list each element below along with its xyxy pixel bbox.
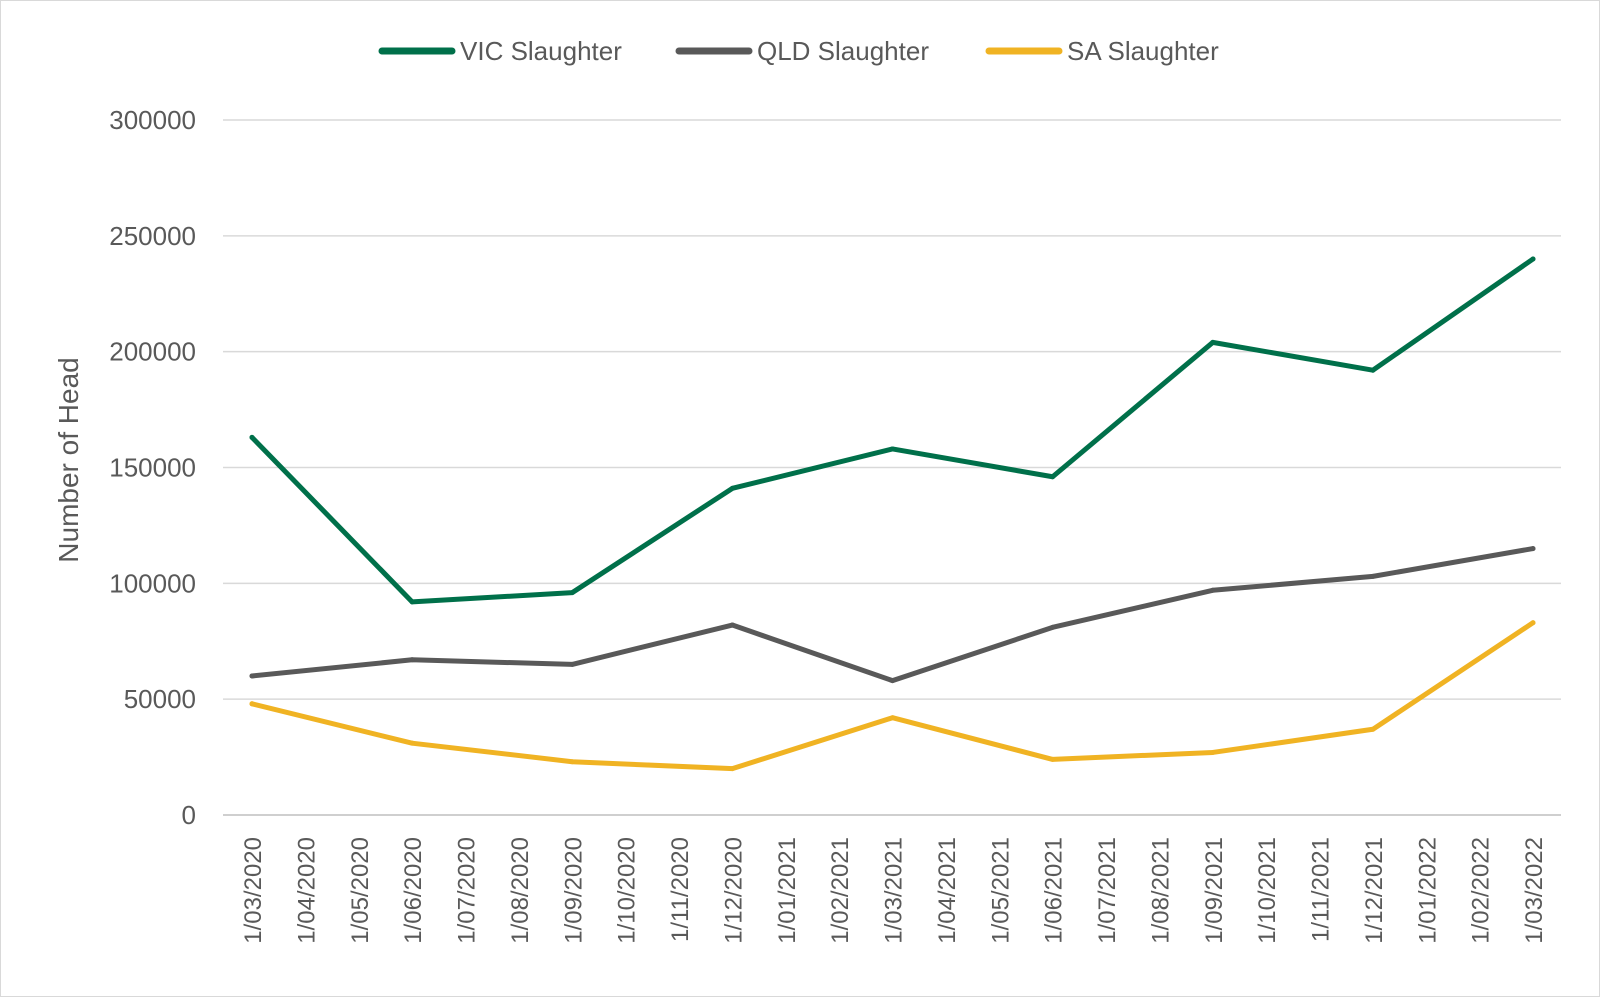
x-tick-label: 1/03/2022 — [1521, 837, 1548, 944]
x-tick-label: 1/03/2020 — [240, 837, 267, 944]
y-tick-label: 250000 — [109, 221, 196, 251]
series-qld-slaughter — [249, 546, 1536, 684]
data-point — [1050, 624, 1056, 630]
y-tick-label: 200000 — [109, 337, 196, 367]
x-tick-label: 1/01/2021 — [774, 837, 801, 944]
data-point — [890, 446, 895, 452]
x-tick-label: 1/09/2020 — [560, 837, 587, 944]
data-point — [249, 673, 255, 679]
x-tick-label: 1/11/2021 — [1308, 837, 1335, 942]
y-tick-label: 0 — [182, 800, 196, 830]
data-point — [1370, 573, 1376, 579]
data-point — [1370, 726, 1376, 732]
y-tick-label: 150000 — [109, 453, 196, 483]
data-point — [1210, 587, 1216, 593]
legend-label: SA Slaughter — [1067, 36, 1219, 66]
y-tick-label: 300000 — [109, 105, 196, 135]
data-point — [249, 434, 255, 440]
x-tick-label: 1/06/2020 — [400, 837, 427, 944]
data-point — [409, 740, 415, 746]
legend-item: QLD Slaughter — [675, 36, 929, 66]
y-axis-ticks: 0 50000 100000 150000 200000 250000 300000 — [109, 105, 196, 830]
data-point — [409, 599, 415, 605]
x-tick-label: 1/07/2020 — [454, 837, 481, 944]
gridlines — [223, 119, 1561, 700]
y-tick-label: 50000 — [124, 684, 196, 714]
y-tick-label: 100000 — [109, 568, 196, 598]
data-point — [729, 622, 735, 628]
x-tick-label: 1/10/2021 — [1254, 837, 1281, 944]
data-point — [1210, 339, 1216, 345]
data-point — [1050, 756, 1056, 762]
x-tick-label: 1/03/2021 — [881, 837, 908, 944]
data-point — [890, 715, 895, 721]
x-tick-label: 1/04/2021 — [934, 837, 961, 944]
data-point — [1050, 474, 1056, 480]
legend-label: QLD Slaughter — [757, 36, 929, 66]
series-sa-slaughter — [249, 620, 1536, 772]
x-tick-label: 1/05/2020 — [347, 837, 374, 944]
data-point — [1530, 620, 1536, 626]
x-tick-label: 1/07/2021 — [1094, 837, 1121, 944]
x-tick-label: 1/12/2020 — [720, 837, 747, 944]
legend: VIC Slaughter QLD Slaughter SA Slaughter — [378, 36, 1219, 66]
x-tick-label: 1/06/2021 — [1041, 837, 1068, 944]
legend-item: SA Slaughter — [985, 36, 1219, 66]
x-tick-label: 1/02/2021 — [827, 837, 854, 944]
x-tick-label: 1/08/2020 — [507, 837, 534, 944]
data-point — [569, 590, 575, 596]
series-line — [249, 256, 1536, 605]
series-line — [249, 620, 1536, 772]
series-lines — [249, 256, 1536, 772]
legend-label: VIC Slaughter — [460, 36, 622, 66]
x-tick-label: 1/12/2021 — [1361, 837, 1388, 944]
y-axis-label: Number of Head — [53, 357, 84, 562]
x-axis-ticks: 1/03/2020 1/04/2020 1/05/2020 1/06/2020 1/07… — [240, 837, 1548, 944]
series-line — [249, 546, 1536, 684]
x-tick-label: 1/05/2021 — [987, 837, 1014, 944]
data-point — [729, 485, 735, 491]
x-tick-label: 1/01/2022 — [1414, 837, 1441, 944]
data-point — [569, 661, 575, 667]
data-point — [1530, 256, 1536, 262]
x-tick-label: 1/09/2021 — [1201, 837, 1228, 944]
data-point — [1210, 749, 1216, 755]
legend-item: VIC Slaughter — [378, 36, 622, 66]
x-tick-label: 1/04/2020 — [293, 837, 320, 944]
data-point — [890, 678, 895, 684]
data-point — [1370, 367, 1376, 373]
data-point — [1530, 546, 1536, 552]
data-point — [729, 766, 735, 772]
x-tick-label: 1/02/2022 — [1468, 837, 1495, 944]
x-tick-label: 1/08/2021 — [1147, 837, 1174, 944]
data-point — [249, 701, 255, 707]
series-vic-slaughter — [249, 256, 1536, 605]
data-point — [409, 657, 415, 663]
data-point — [569, 759, 575, 765]
x-tick-label: 1/11/2020 — [667, 837, 694, 942]
x-tick-label: 1/10/2020 — [614, 837, 641, 944]
